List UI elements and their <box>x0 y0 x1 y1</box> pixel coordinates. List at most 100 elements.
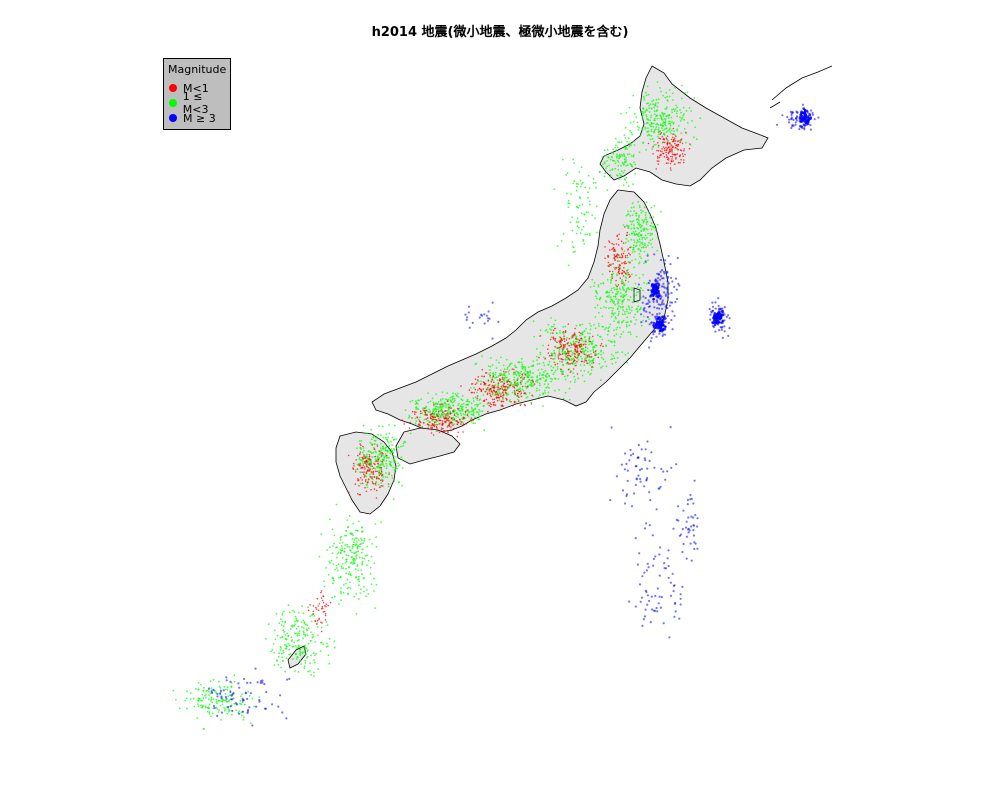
quake-dot <box>398 464 401 467</box>
quake-dot <box>501 380 503 383</box>
quake-dot <box>321 622 323 624</box>
quake-dot <box>638 261 641 263</box>
quake-dot <box>285 645 288 648</box>
quake-dot <box>611 168 614 171</box>
quake-dot <box>594 344 597 347</box>
quake-dot <box>679 120 682 122</box>
quake-dot <box>808 113 812 116</box>
quake-dot <box>517 361 520 364</box>
quake-dot <box>298 648 301 651</box>
quake-dot <box>578 344 581 347</box>
quake-dot <box>593 323 595 326</box>
quake-dot <box>477 376 480 378</box>
quake-dot <box>538 389 541 391</box>
quake-dot <box>364 457 366 460</box>
quake-dot <box>625 277 628 279</box>
quake-dot <box>464 411 467 413</box>
quake-dot <box>547 348 549 351</box>
quake-dot <box>442 405 444 408</box>
quake-dot <box>374 523 377 525</box>
quake-dot <box>656 117 659 120</box>
quake-dot <box>307 670 310 673</box>
quake-dot <box>613 320 615 323</box>
quake-dot <box>365 472 368 475</box>
quake-dot <box>208 713 211 715</box>
quake-dot <box>331 576 334 579</box>
quake-dot <box>652 140 655 143</box>
quake-dot <box>379 464 382 467</box>
quake-dot <box>340 599 342 602</box>
quake-dot <box>567 206 570 209</box>
quake-dot <box>631 220 633 223</box>
quake-dot <box>608 294 610 297</box>
quake-dot <box>350 533 353 536</box>
quake-dot <box>638 253 641 255</box>
quake-dot <box>615 292 617 295</box>
quake-dot <box>293 625 296 627</box>
quake-dot <box>665 127 667 130</box>
quake-dot <box>644 244 646 247</box>
quake-dot <box>639 223 642 226</box>
quake-dot <box>361 482 364 485</box>
quake-dot <box>281 614 284 616</box>
quake-dot <box>381 462 384 465</box>
quake-dot <box>645 569 649 572</box>
quake-dot <box>666 286 669 289</box>
quake-dot <box>609 158 612 161</box>
quake-dot <box>500 356 502 359</box>
quake-dot <box>322 611 325 613</box>
quake-dot <box>359 456 361 459</box>
quake-dot <box>647 142 650 145</box>
quake-dot <box>491 398 494 401</box>
quake-dot <box>339 539 342 541</box>
quake-dot <box>579 324 581 326</box>
quake-dot <box>306 624 309 627</box>
quake-dot <box>280 618 282 621</box>
quake-dot <box>660 118 663 121</box>
quake-dot <box>520 392 523 395</box>
quake-dot <box>656 223 659 226</box>
quake-dot <box>640 229 643 232</box>
quake-dot <box>201 699 204 702</box>
quake-dot <box>675 297 679 301</box>
quake-dot <box>650 116 652 119</box>
quake-dot <box>542 344 544 347</box>
quake-dot <box>531 376 534 379</box>
quake-dot <box>612 272 615 275</box>
quake-dot <box>641 224 643 227</box>
quake-dot <box>371 465 374 468</box>
quake-dot <box>660 329 664 333</box>
quake-dot <box>550 365 553 368</box>
quake-dot <box>584 359 586 361</box>
quake-dot <box>452 416 455 419</box>
quake-dot <box>175 698 177 701</box>
quake-dot <box>682 161 685 164</box>
quake-dot <box>309 662 311 665</box>
quake-dot <box>679 603 682 606</box>
quake-dot <box>359 451 362 453</box>
quake-dot <box>205 693 207 696</box>
quake-dot <box>366 589 368 591</box>
quake-dot <box>429 421 431 423</box>
quake-dot <box>512 385 514 388</box>
quake-dot <box>296 634 299 637</box>
quake-dot <box>470 417 473 419</box>
quake-dot <box>325 567 328 569</box>
quake-dot <box>449 399 452 402</box>
quake-dot <box>516 383 519 386</box>
quake-dot <box>648 134 651 137</box>
quake-dot <box>458 407 461 410</box>
quake-dot <box>614 259 616 262</box>
quake-dot <box>500 401 503 403</box>
quake-dot <box>615 333 618 336</box>
quake-dot <box>492 375 495 378</box>
quake-dot <box>354 537 357 540</box>
quake-dot <box>654 104 657 107</box>
quake-dot <box>488 384 491 386</box>
quake-dot <box>355 557 358 560</box>
quake-dot <box>358 556 361 559</box>
quake-dot <box>437 406 439 409</box>
quake-dot <box>723 325 726 328</box>
quake-dot <box>450 407 452 409</box>
quake-dot <box>669 131 671 133</box>
